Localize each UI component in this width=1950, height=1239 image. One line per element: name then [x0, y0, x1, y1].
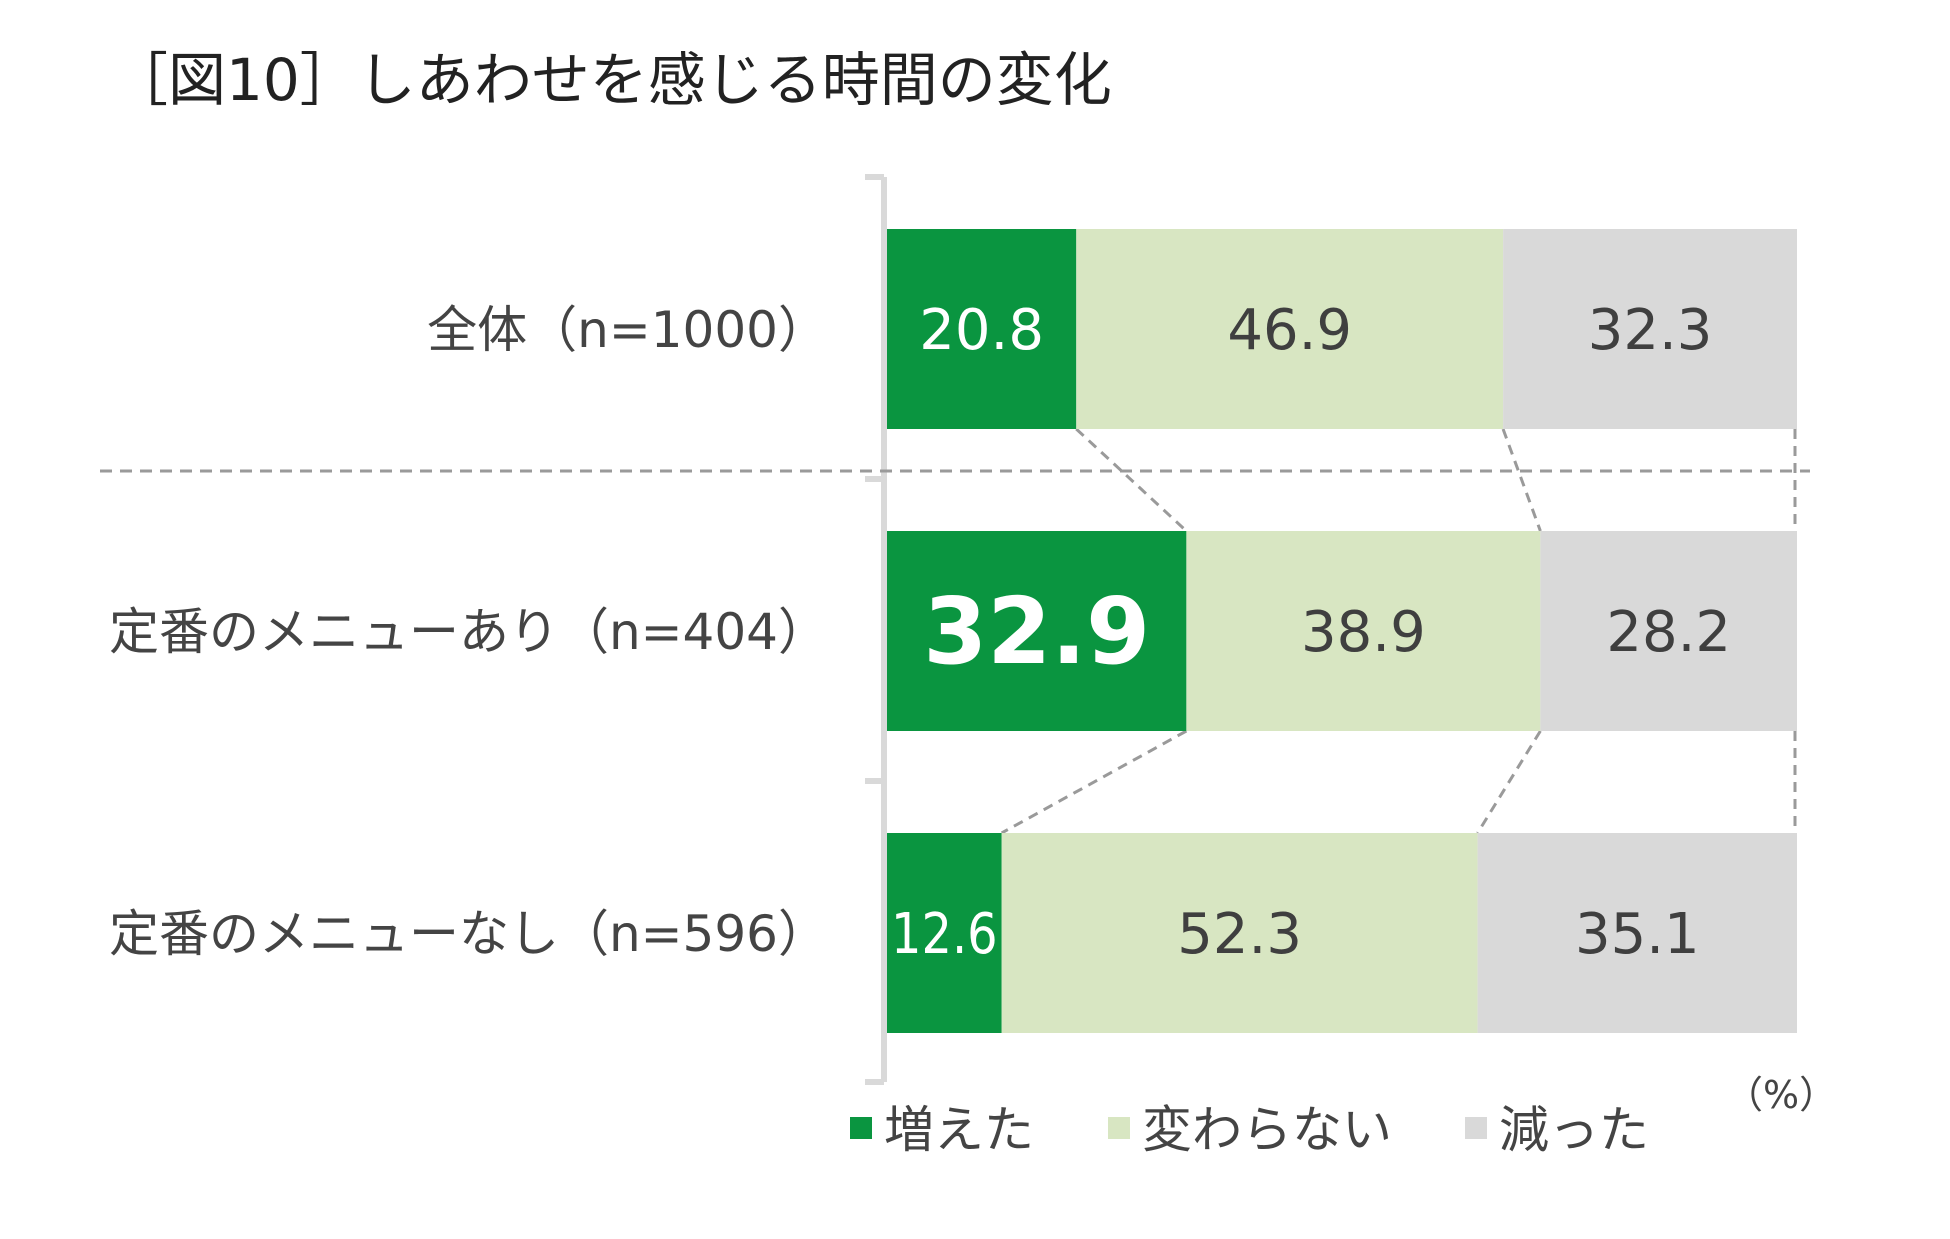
value-label-2-0: 12.6 — [891, 902, 998, 967]
category-label-1: 定番のメニューあり（n=404） — [109, 603, 828, 661]
legend-swatch-2 — [1465, 1117, 1487, 1139]
unit-label: （%） — [1725, 1073, 1837, 1117]
connector-layer — [1000, 427, 1797, 835]
category-label-2: 定番のメニューなし（n=596） — [109, 905, 828, 963]
value-label-2-2: 35.1 — [1575, 902, 1700, 967]
bar-0-2 — [1503, 229, 1797, 429]
legend-label-2: 減った — [1499, 1101, 1649, 1159]
value-label-0-1: 46.9 — [1227, 298, 1352, 363]
bar-layer — [887, 229, 1797, 1033]
legend-label-0: 増えた — [884, 1101, 1034, 1159]
bar-1-2 — [1540, 531, 1797, 731]
bar-0-0 — [887, 229, 1077, 429]
chart-title: ［図10］しあわせを感じる時間の変化 — [110, 46, 1112, 114]
legend-label-1: 変わらない — [1142, 1101, 1392, 1159]
connector-1-1 — [1000, 729, 1188, 835]
value-label-1-1: 38.9 — [1301, 600, 1426, 665]
bar-1-1 — [1186, 531, 1541, 731]
value-label-2-1: 52.3 — [1177, 902, 1302, 967]
value-label-0-2: 32.3 — [1588, 298, 1713, 363]
label-layer: 20.8 46.9 32.3 全体（n=1000） 32.9 38.9 28.2 定番のメニュ… — [109, 298, 1731, 967]
value-label-1-2: 28.2 — [1606, 600, 1731, 665]
legend: 増えた 変わらない 減った — [850, 1101, 1649, 1159]
value-label-0-0: 20.8 — [919, 298, 1044, 363]
axis-layer — [100, 174, 1810, 1085]
value-label-1-0: 32.9 — [923, 578, 1150, 685]
bar-2-2 — [1477, 833, 1797, 1033]
category-label-0: 全体（n=1000） — [427, 301, 828, 359]
connector-1-2 — [1476, 730, 1542, 834]
connector-0-1 — [1075, 427, 1188, 533]
legend-swatch-1 — [1108, 1117, 1130, 1139]
bar-2-1 — [1001, 833, 1478, 1033]
connector-0-2 — [1501, 428, 1542, 532]
bar-1-0 — [887, 531, 1187, 731]
bar-2-0 — [887, 833, 1002, 1033]
bar-0-1 — [1076, 229, 1504, 429]
legend-swatch-0 — [850, 1117, 872, 1139]
